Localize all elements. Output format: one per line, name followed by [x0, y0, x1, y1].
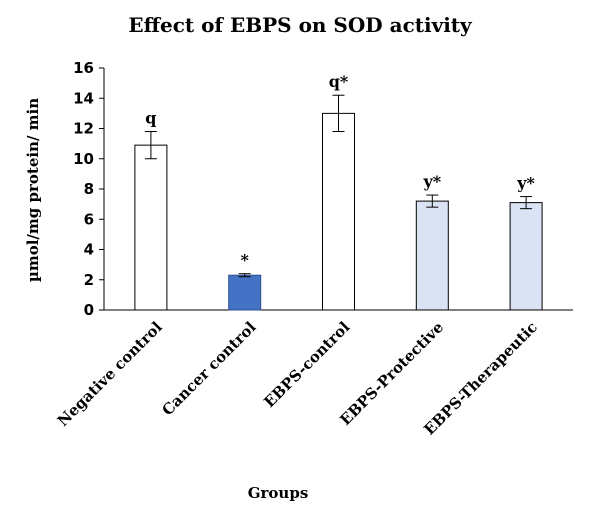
significance-label: q [145, 109, 156, 128]
bar [415, 200, 449, 311]
category-label: EBPS-Protective [336, 318, 447, 429]
x-axis-label: Groups [248, 484, 309, 502]
y-tick-label: 2 [84, 271, 94, 289]
category-label: Negative control [54, 318, 166, 430]
y-tick-label: 10 [73, 150, 94, 168]
bar [509, 202, 543, 311]
y-tick-label: 16 [73, 59, 94, 77]
category-label: EBPS-control [260, 318, 353, 411]
y-tick-label: 12 [73, 120, 94, 138]
significance-label: y* [422, 172, 441, 191]
y-tick-label: 14 [73, 89, 94, 107]
y-tick-label: 0 [84, 301, 94, 319]
category-label: Cancer control [158, 318, 259, 419]
y-axis-label: µmol/mg protein/ min [24, 98, 42, 282]
bar [134, 144, 168, 311]
plot-area: 0 2 4 6 8 10 12 14 16 q Negative control * Cancer co… [54, 59, 573, 439]
significance-label: q* [329, 72, 349, 91]
y-tick-label: 8 [84, 180, 94, 198]
chart-title: Effect of EBPS on SOD activity [128, 13, 473, 37]
bar [228, 274, 262, 311]
y-tick-label: 6 [84, 210, 94, 228]
y-tick-label: 4 [84, 241, 94, 259]
significance-label: y* [516, 174, 535, 193]
bar [322, 112, 355, 311]
significance-label: * [241, 251, 250, 270]
